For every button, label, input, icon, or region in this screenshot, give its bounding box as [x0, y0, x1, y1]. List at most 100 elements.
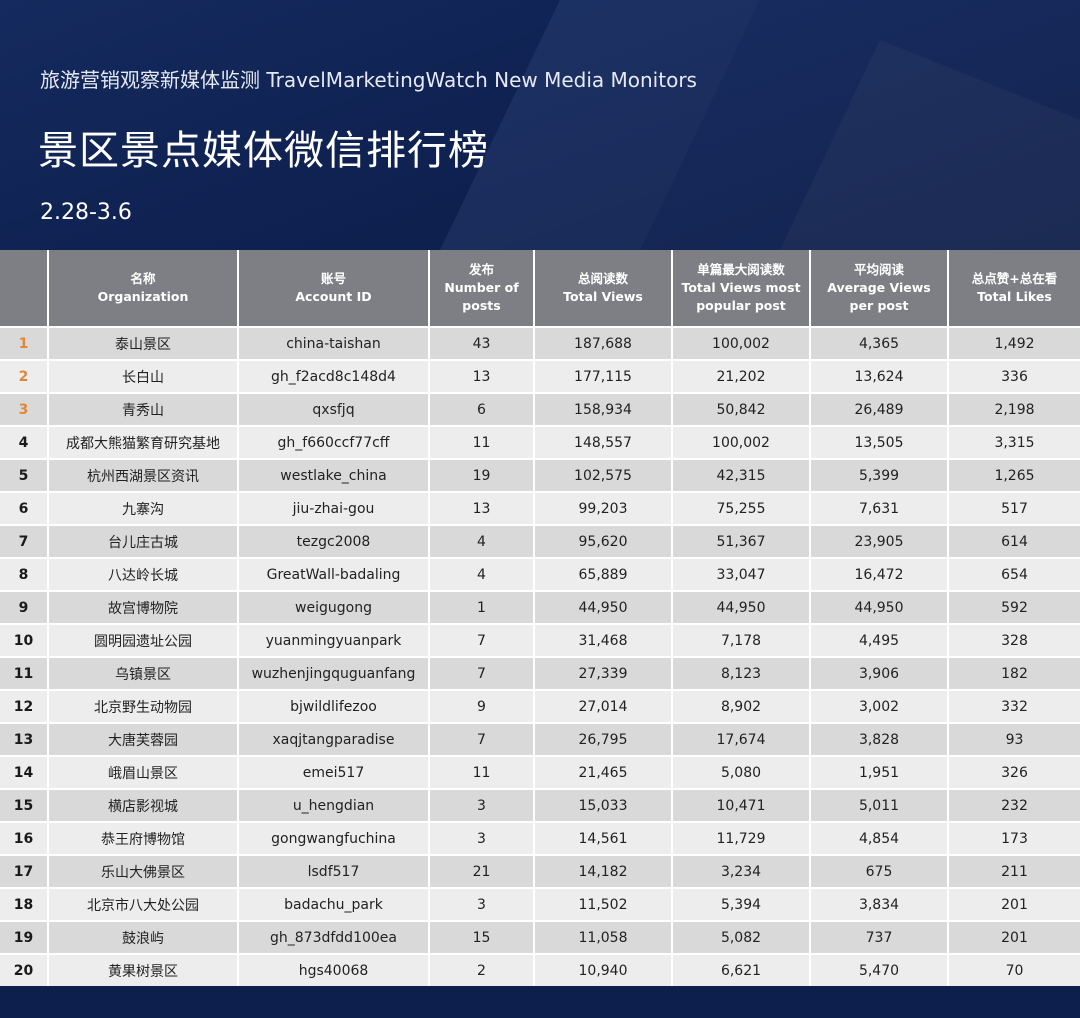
column-header-likes: 总点赞+总在看 Total Likes [948, 250, 1080, 327]
total-likes-cell: 614 [948, 524, 1080, 558]
table-row: 5 杭州西湖景区资讯 westlake_china 19 102,575 42,315 5,… [0, 458, 1080, 492]
organization-cell: 杭州西湖景区资讯 [48, 458, 239, 492]
table-row: 4 成都大熊猫繁育研究基地 gh_f660ccf77cff 11 148,557 100,… [0, 425, 1080, 459]
account-id-cell: china-taishan [238, 326, 430, 360]
account-id-cell: badachu_park [238, 887, 430, 921]
posts-count-cell: 11 [429, 755, 535, 789]
total-likes-cell: 592 [948, 590, 1080, 624]
table-row: 13 大唐芙蓉园 xaqjtangparadise 7 26,795 17,674 3,82… [0, 722, 1080, 756]
rank-cell: 17 [0, 854, 49, 888]
average-views-cell: 16,472 [810, 557, 949, 591]
column-header-en: Account ID [295, 289, 372, 304]
table-row: 14 峨眉山景区 emei517 11 21,465 5,080 1,951 326 [0, 755, 1080, 789]
posts-count-cell: 13 [429, 491, 535, 525]
organization-cell: 长白山 [48, 359, 239, 393]
average-views-cell: 737 [810, 920, 949, 954]
max-views-cell: 5,080 [672, 755, 811, 789]
posts-count-cell: 3 [429, 887, 535, 921]
table-row: 16 恭王府博物馆 gongwangfuchina 3 14,561 11,729 4,85… [0, 821, 1080, 855]
rank-cell: 13 [0, 722, 49, 756]
total-likes-cell: 326 [948, 755, 1080, 789]
organization-cell: 九寨沟 [48, 491, 239, 525]
rank-cell: 8 [0, 557, 49, 591]
table-row: 8 八达岭长城 GreatWall-badaling 4 65,889 33,047 16,… [0, 557, 1080, 591]
max-views-cell: 17,674 [672, 722, 811, 756]
average-views-cell: 23,905 [810, 524, 949, 558]
column-header-organization: 名称 Organization [48, 250, 239, 327]
total-likes-cell: 654 [948, 557, 1080, 591]
account-id-cell: bjwildlifezoo [238, 689, 430, 723]
total-views-cell: 31,468 [534, 623, 673, 657]
rank-cell: 6 [0, 491, 49, 525]
average-views-cell: 3,834 [810, 887, 949, 921]
column-header-cn: 平均阅读 [853, 262, 904, 277]
column-header-cn: 账号 [320, 271, 346, 286]
rank-cell: 1 [0, 326, 49, 360]
account-id-cell: jiu-zhai-gou [238, 491, 430, 525]
posts-count-cell: 7 [429, 656, 535, 690]
total-views-cell: 99,203 [534, 491, 673, 525]
average-views-cell: 44,950 [810, 590, 949, 624]
column-header-cn: 名称 [130, 271, 156, 286]
background-decoration [440, 0, 1080, 250]
account-id-cell: qxsfjq [238, 392, 430, 426]
max-views-cell: 5,394 [672, 887, 811, 921]
total-views-cell: 21,465 [534, 755, 673, 789]
posts-count-cell: 11 [429, 425, 535, 459]
rank-cell: 14 [0, 755, 49, 789]
total-likes-cell: 332 [948, 689, 1080, 723]
account-id-cell: westlake_china [238, 458, 430, 492]
posts-count-cell: 3 [429, 788, 535, 822]
account-id-cell: hgs40068 [238, 953, 430, 986]
column-header-account: 账号 Account ID [238, 250, 430, 327]
total-views-cell: 44,950 [534, 590, 673, 624]
rank-cell: 3 [0, 392, 49, 426]
account-id-cell: wuzhenjingquguanfang [238, 656, 430, 690]
organization-cell: 北京野生动物园 [48, 689, 239, 723]
table-row: 11 乌镇景区 wuzhenjingquguanfang 7 27,339 8,123 3,… [0, 656, 1080, 690]
table-row: 15 横店影视城 u_hengdian 3 15,033 10,471 5,011 232 [0, 788, 1080, 822]
total-likes-cell: 70 [948, 953, 1080, 986]
table-row: 17 乐山大佛景区 lsdf517 21 14,182 3,234 675 211 [0, 854, 1080, 888]
total-views-cell: 158,934 [534, 392, 673, 426]
rank-cell: 5 [0, 458, 49, 492]
table-row: 6 九寨沟 jiu-zhai-gou 13 99,203 75,255 7,631 517 [0, 491, 1080, 525]
column-header-en: Organization [97, 289, 189, 304]
total-views-cell: 14,561 [534, 821, 673, 855]
max-views-cell: 51,367 [672, 524, 811, 558]
average-views-cell: 4,854 [810, 821, 949, 855]
total-views-cell: 187,688 [534, 326, 673, 360]
total-views-cell: 27,339 [534, 656, 673, 690]
max-views-cell: 6,621 [672, 953, 811, 986]
max-views-cell: 42,315 [672, 458, 811, 492]
total-views-cell: 15,033 [534, 788, 673, 822]
average-views-cell: 13,624 [810, 359, 949, 393]
total-likes-cell: 517 [948, 491, 1080, 525]
average-views-cell: 1,951 [810, 755, 949, 789]
column-header-cn: 总阅读数 [577, 271, 628, 286]
posts-count-cell: 7 [429, 623, 535, 657]
posts-count-cell: 4 [429, 557, 535, 591]
rank-cell: 19 [0, 920, 49, 954]
column-header-cn: 总点赞+总在看 [971, 271, 1058, 286]
table-row: 9 故宫博物院 weigugong 1 44,950 44,950 44,950 592 [0, 590, 1080, 624]
table-row: 10 圆明园遗址公园 yuanmingyuanpark 7 31,468 7,178 4,4… [0, 623, 1080, 657]
posts-count-cell: 15 [429, 920, 535, 954]
total-views-cell: 26,795 [534, 722, 673, 756]
rank-cell: 15 [0, 788, 49, 822]
rank-cell: 12 [0, 689, 49, 723]
account-id-cell: gh_873dfdd100ea [238, 920, 430, 954]
total-views-cell: 10,940 [534, 953, 673, 986]
organization-cell: 泰山景区 [48, 326, 239, 360]
average-views-cell: 3,828 [810, 722, 949, 756]
average-views-cell: 3,906 [810, 656, 949, 690]
table-row: 12 北京野生动物园 bjwildlifezoo 9 27,014 8,902 3,002 3… [0, 689, 1080, 723]
column-header-cn: 单篇最大阅读数 [697, 262, 785, 277]
max-views-cell: 11,729 [672, 821, 811, 855]
max-views-cell: 44,950 [672, 590, 811, 624]
total-views-cell: 148,557 [534, 425, 673, 459]
posts-count-cell: 13 [429, 359, 535, 393]
total-views-cell: 11,058 [534, 920, 673, 954]
account-id-cell: u_hengdian [238, 788, 430, 822]
total-views-cell: 27,014 [534, 689, 673, 723]
